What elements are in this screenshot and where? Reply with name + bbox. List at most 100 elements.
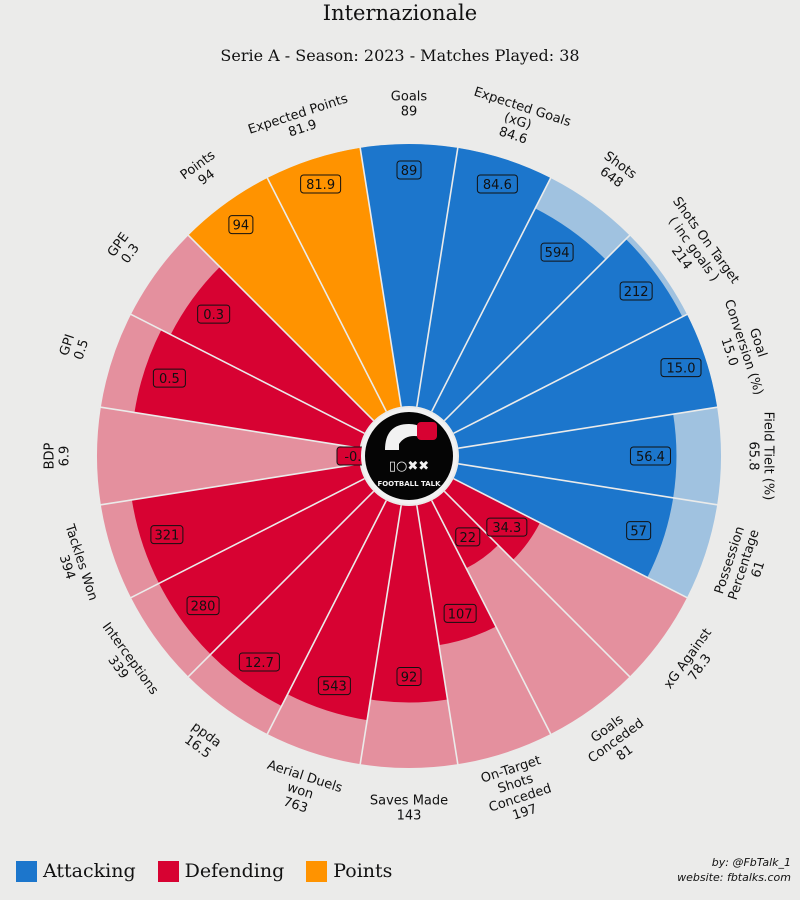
badge-box-possession-percentage — [626, 521, 652, 541]
center-logo — [361, 408, 457, 504]
bar-tackles-won — [131, 463, 365, 584]
badge-shots: 594 — [545, 246, 570, 261]
separator-10 — [416, 505, 459, 766]
label-line: 143 — [397, 809, 422, 824]
label-goal-conversion: GoalConversion (%)15.0 — [707, 293, 781, 402]
badge-goals-conceded: 22 — [459, 531, 476, 546]
badge-ppda: 12.7 — [245, 656, 274, 671]
bg-wedge-bdp — [97, 407, 360, 505]
badge-xg-against: 34.3 — [492, 521, 521, 536]
label-on-target-shots-conceded: On-TargetShotsConceded197 — [478, 753, 558, 830]
label-gpi: GPI0.5 — [57, 332, 92, 362]
legend-label-defending: Defending — [184, 860, 285, 882]
badge-goal-conversion: 15.0 — [667, 362, 696, 377]
label-line: BDP — [43, 442, 58, 469]
label-ppda: ppda16.5 — [180, 719, 224, 763]
separator-14 — [129, 477, 365, 599]
chart-title: Internazionale — [322, 1, 478, 25]
badge-box-shots-on-target-inc-goals — [619, 281, 653, 301]
label-line: 89 — [401, 105, 418, 120]
label-xg-against: xG Against78.3 — [661, 626, 727, 701]
logo-speech-icon — [385, 424, 425, 450]
label-goals: Goals 89 — [391, 90, 428, 120]
label-saves-made: Saves Made 143 — [370, 794, 448, 824]
badge-interceptions: 280 — [191, 600, 216, 615]
badge-field-tielt: 56.4 — [636, 450, 665, 465]
label-expected-goals-xg: Expected Goals(xG)84.6 — [463, 85, 573, 159]
legend-item-points: Points — [306, 860, 392, 882]
label-line: 394 — [56, 553, 78, 581]
legend-label-attacking: Attacking — [43, 860, 136, 882]
label-tackles-won: Tackles Won394 — [47, 522, 100, 608]
legend-label-points: Points — [333, 860, 393, 882]
badge-shots-on-target-inc-goals: 212 — [624, 285, 649, 300]
bar-gpi — [134, 329, 365, 449]
separator-2 — [430, 176, 552, 412]
badge-box-shots — [540, 242, 574, 262]
separator-18 — [187, 234, 375, 422]
badge-box-gpe — [197, 304, 231, 324]
separator-12 — [266, 500, 388, 736]
separator-8 — [443, 490, 631, 678]
badge-box-goals — [396, 160, 422, 180]
bar-field-tielt — [458, 414, 677, 498]
label-possession-percentage: PossessionPercentage61 — [712, 523, 777, 606]
label-goals-conceded: GoalsConceded81 — [577, 704, 656, 779]
badge-goals: 89 — [401, 164, 418, 179]
label-line: 0.5 — [72, 338, 93, 362]
credits-by: by: @FbTalk_1 — [711, 856, 791, 869]
badge-expected-points: 81.9 — [306, 178, 335, 193]
separator-3 — [443, 234, 631, 422]
label-shots: Shots648 — [592, 149, 639, 195]
label-interceptions: Interceptions339 — [87, 620, 162, 707]
badge-box-on-target-shots-conceded — [443, 603, 477, 623]
label-expected-points: Expected Points81.9 — [246, 91, 354, 152]
badge-gpe: 0.3 — [203, 308, 224, 323]
badge-box-saves-made — [396, 667, 422, 686]
badge-box-field-tielt — [629, 446, 671, 466]
label-points: Points94 — [178, 148, 227, 195]
legend-swatch-attacking — [16, 860, 37, 882]
badge-box-interceptions — [186, 596, 220, 616]
bar-ppda — [210, 491, 387, 706]
badge-on-target-shots-conceded: 107 — [448, 607, 473, 622]
credits-website: website: fbtalks.com — [677, 871, 791, 884]
badge-gpi: 0.5 — [159, 372, 180, 387]
label-field-tielt: Field Tielt (%)65.8 — [746, 412, 776, 501]
badge-box-goal-conversion — [660, 358, 702, 378]
separator-13 — [187, 490, 375, 678]
bar-points — [188, 178, 387, 421]
chart-subtitle: Serie A - Season: 2023 - Matches Played:… — [220, 46, 580, 65]
separator-16 — [99, 406, 360, 449]
badge-box-goals-conceded — [455, 527, 481, 547]
legend-item-defending: Defending — [157, 860, 285, 882]
badge-box-aerial-duels-won — [317, 676, 351, 696]
badge-box-tackles-won — [150, 525, 184, 545]
badge-expected-goals-xg: 84.6 — [483, 178, 512, 193]
badge-tackles-won: 321 — [154, 529, 179, 544]
legend: Attacking Defending Points — [16, 860, 414, 882]
badge-box-expected-points — [300, 174, 342, 194]
badge-box-expected-goals-xg — [476, 174, 518, 194]
legend-item-attacking: Attacking — [16, 860, 136, 882]
badge-box-gpi — [152, 368, 186, 388]
separator-15 — [99, 463, 360, 506]
label-line: Saves Made — [370, 794, 448, 809]
separator-0 — [359, 146, 402, 407]
badge-possession-percentage: 57 — [630, 525, 647, 540]
separator-17 — [129, 313, 365, 435]
separator-9 — [430, 500, 552, 736]
label-gpe: GPE0.3 — [105, 230, 145, 269]
label-line: 6.9 — [58, 446, 73, 467]
bar-expected-points — [267, 147, 402, 412]
badge-box-points — [228, 215, 254, 235]
logo-red-badge — [417, 422, 437, 440]
bar-goals — [360, 144, 458, 407]
separator-6 — [458, 463, 719, 506]
label-aerial-duels-won: Aerial Duelswon763 — [256, 758, 344, 825]
separator-4 — [453, 313, 689, 435]
credits: by: @FbTalk_1 website: fbtalks.com — [677, 855, 791, 885]
bar-possession-percentage — [453, 463, 674, 578]
badge-saves-made: 92 — [401, 671, 418, 686]
